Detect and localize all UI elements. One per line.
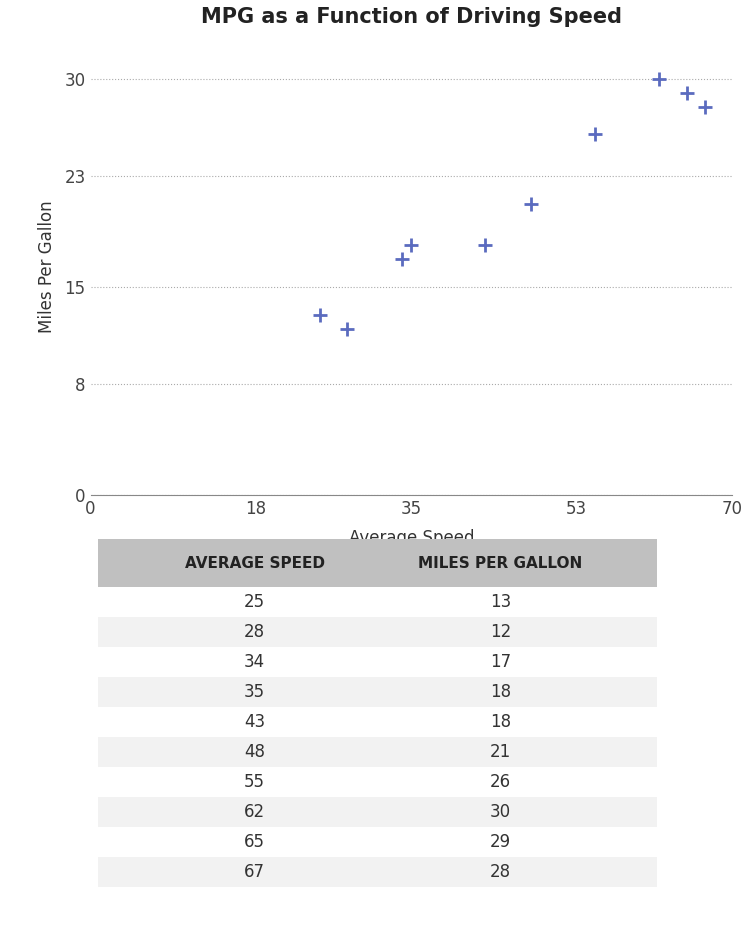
Text: 62: 62 xyxy=(244,802,265,821)
Text: 29: 29 xyxy=(490,833,511,851)
Point xyxy=(680,85,692,100)
Text: 21: 21 xyxy=(490,743,511,760)
FancyBboxPatch shape xyxy=(98,767,657,797)
Text: MILES PER GALLON: MILES PER GALLON xyxy=(418,556,583,571)
Text: 18: 18 xyxy=(490,713,511,730)
Text: 30: 30 xyxy=(490,802,511,821)
Point xyxy=(405,238,418,253)
FancyBboxPatch shape xyxy=(98,797,657,827)
Text: 55: 55 xyxy=(244,772,265,791)
FancyBboxPatch shape xyxy=(98,540,657,587)
Point xyxy=(525,196,537,211)
Text: 35: 35 xyxy=(244,683,265,700)
Point xyxy=(396,252,408,267)
Text: 28: 28 xyxy=(490,863,511,881)
Y-axis label: Miles Per Gallon: Miles Per Gallon xyxy=(39,200,56,333)
Text: 34: 34 xyxy=(244,653,265,671)
Text: 67: 67 xyxy=(244,863,265,881)
Point xyxy=(314,307,326,322)
FancyBboxPatch shape xyxy=(98,737,657,767)
Text: 65: 65 xyxy=(244,833,265,851)
Point xyxy=(589,127,601,142)
Text: 17: 17 xyxy=(490,653,511,671)
Text: 26: 26 xyxy=(490,772,511,791)
FancyBboxPatch shape xyxy=(98,827,657,856)
Text: 28: 28 xyxy=(244,623,265,641)
FancyBboxPatch shape xyxy=(98,856,657,886)
FancyBboxPatch shape xyxy=(98,707,657,737)
Point xyxy=(341,321,353,336)
Text: 12: 12 xyxy=(490,623,511,641)
Text: 25: 25 xyxy=(244,593,265,611)
X-axis label: Average Speed: Average Speed xyxy=(349,529,474,547)
Point xyxy=(653,72,665,87)
Text: 13: 13 xyxy=(490,593,511,611)
Text: AVERAGE SPEED: AVERAGE SPEED xyxy=(184,556,325,571)
Title: Scatter Chart
MPG as a Function of Driving Speed: Scatter Chart MPG as a Function of Drivi… xyxy=(201,0,622,27)
FancyBboxPatch shape xyxy=(98,677,657,707)
Point xyxy=(479,238,491,253)
Text: 43: 43 xyxy=(244,713,265,730)
Text: 18: 18 xyxy=(490,683,511,700)
FancyBboxPatch shape xyxy=(98,646,657,677)
FancyBboxPatch shape xyxy=(98,616,657,646)
Point xyxy=(699,99,711,114)
Text: 48: 48 xyxy=(244,743,265,760)
FancyBboxPatch shape xyxy=(98,587,657,616)
